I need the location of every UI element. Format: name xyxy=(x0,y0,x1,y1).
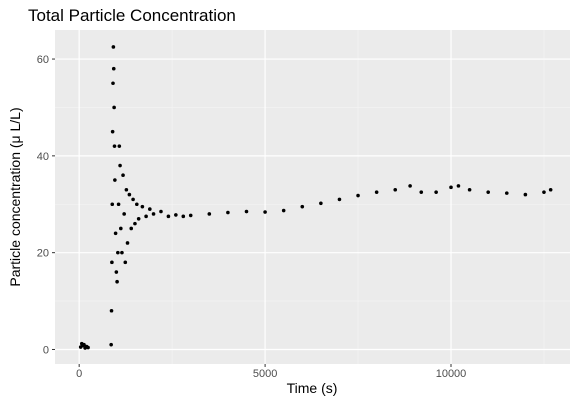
data-point xyxy=(131,197,135,202)
data-point xyxy=(281,208,286,213)
data-point xyxy=(542,190,546,194)
data-point xyxy=(356,193,360,198)
data-point xyxy=(244,209,249,214)
data-point xyxy=(82,342,86,347)
data-point xyxy=(115,279,119,284)
data-point xyxy=(166,214,171,219)
data-point xyxy=(118,163,122,168)
data-point xyxy=(151,212,156,216)
data-point xyxy=(116,202,121,207)
data-point xyxy=(337,197,342,202)
plot-panel xyxy=(55,30,570,364)
data-point xyxy=(207,212,212,216)
data-point xyxy=(116,250,120,255)
y-tick-label: 20 xyxy=(37,248,49,260)
data-point xyxy=(110,260,114,265)
x-tick-label: 0 xyxy=(76,368,82,380)
data-point xyxy=(135,202,139,207)
data-point xyxy=(111,66,116,71)
data-point xyxy=(148,207,152,211)
axis-ticks xyxy=(52,58,452,367)
data-point xyxy=(121,173,125,178)
data-point xyxy=(136,216,141,221)
data-point xyxy=(408,184,412,188)
data-point xyxy=(263,210,267,214)
y-tick-label: 40 xyxy=(37,151,49,163)
data-point xyxy=(419,190,424,194)
y-tick-label: 0 xyxy=(43,344,49,356)
x-tick-label: 5000 xyxy=(253,368,277,380)
data-point xyxy=(523,192,528,197)
data-point xyxy=(174,213,178,217)
data-point xyxy=(119,226,123,231)
minor-gridlines xyxy=(55,30,570,364)
data-point xyxy=(120,250,124,255)
data-point xyxy=(449,185,453,190)
data-point xyxy=(113,231,118,236)
data-point xyxy=(548,187,553,192)
data-point xyxy=(486,190,490,194)
data-point xyxy=(124,187,129,192)
data-point xyxy=(110,202,115,207)
y-axis-title: Particle concentration (μ L/L) xyxy=(7,107,23,286)
x-tick-label: 10000 xyxy=(436,368,467,380)
data-point xyxy=(434,190,438,194)
data-point xyxy=(109,308,114,313)
data-point xyxy=(127,192,132,197)
data-point xyxy=(144,214,148,219)
data-point xyxy=(181,214,186,219)
data-point xyxy=(123,260,128,265)
data-point xyxy=(114,270,119,274)
data-point xyxy=(300,204,305,209)
data-point xyxy=(319,201,323,206)
data-point xyxy=(113,178,117,182)
chart-title: Total Particle Concentration xyxy=(28,6,236,25)
data-point xyxy=(467,187,472,192)
data-point xyxy=(374,190,379,194)
data-point xyxy=(188,213,193,218)
data-point xyxy=(129,226,134,231)
y-tick-label: 60 xyxy=(37,54,49,66)
data-point xyxy=(112,144,117,148)
data-point xyxy=(393,187,398,192)
data-point xyxy=(125,241,130,245)
data-point xyxy=(112,105,116,110)
data-point xyxy=(122,212,126,216)
data-point xyxy=(133,221,137,226)
major-gridlines xyxy=(55,30,570,364)
data-point xyxy=(110,129,115,134)
data-point xyxy=(504,191,509,195)
data-point xyxy=(109,342,113,347)
data-point xyxy=(117,144,122,148)
x-axis-title: Time (s) xyxy=(287,380,338,396)
data-point xyxy=(226,210,230,215)
data-points xyxy=(78,45,553,350)
data-point xyxy=(111,45,116,49)
data-point xyxy=(111,81,115,86)
data-point xyxy=(456,184,461,188)
data-point xyxy=(140,204,145,209)
tick-labels: 0 5000 10000 0 20 40 60 xyxy=(37,54,467,380)
data-point xyxy=(86,345,90,350)
data-point xyxy=(159,209,163,214)
